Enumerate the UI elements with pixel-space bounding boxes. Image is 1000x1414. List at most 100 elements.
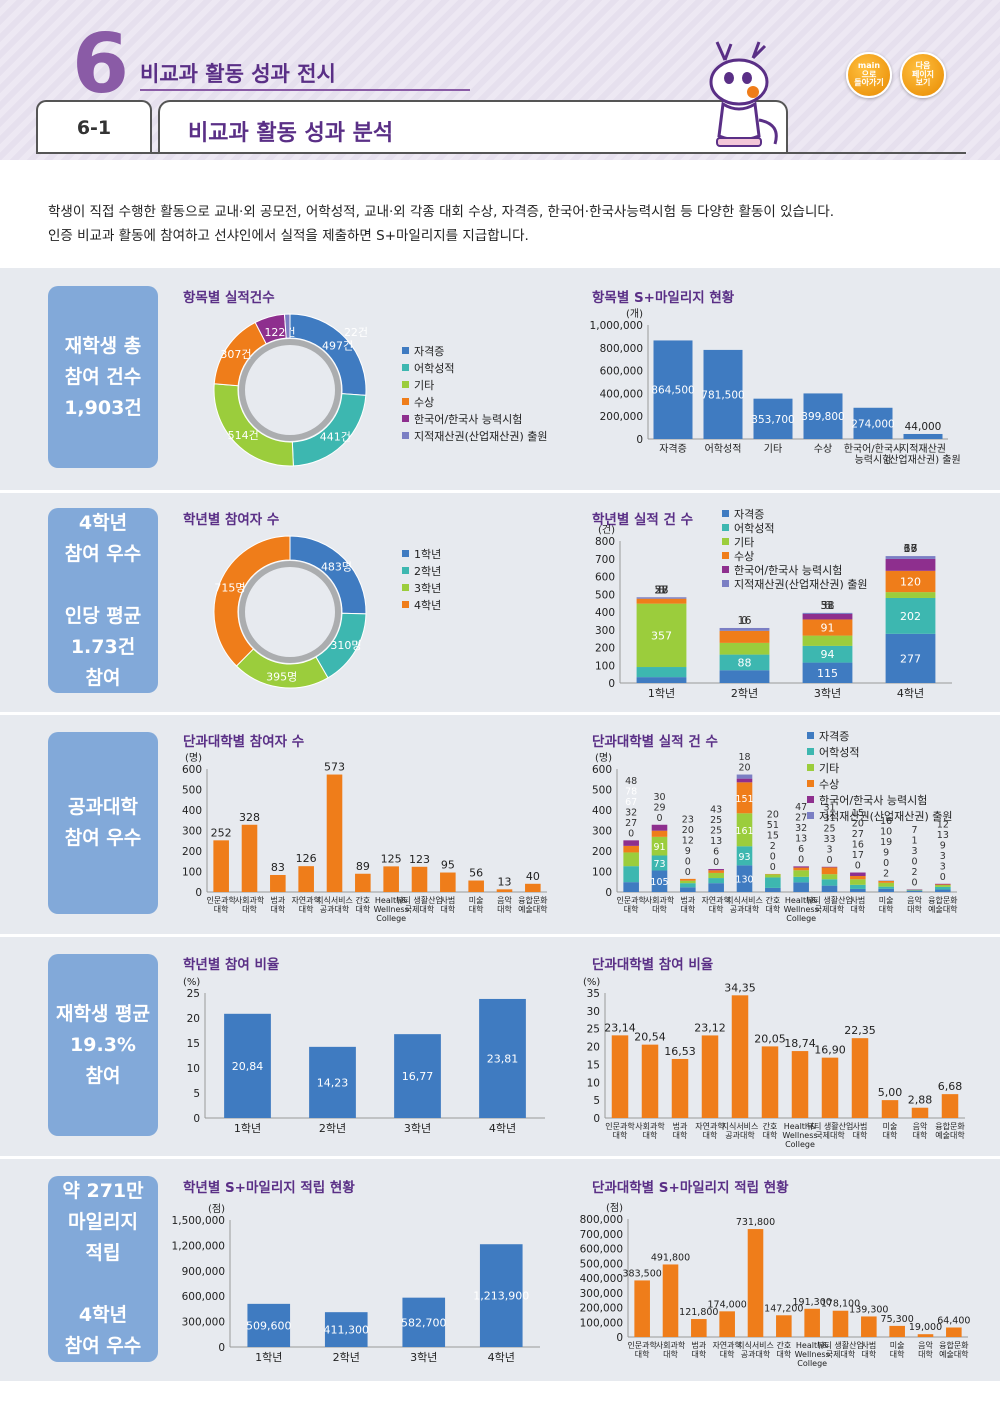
bar-value-label: 277 bbox=[900, 652, 921, 665]
summary-label-4: 재학생 평균 19.3% 참여 bbox=[48, 954, 158, 1136]
legend-swatch bbox=[722, 538, 729, 545]
x-tick-label: 사범 대학 bbox=[861, 1340, 876, 1359]
x-tick-label: 사회과학 대학 bbox=[635, 1121, 665, 1140]
bar-segment bbox=[736, 778, 753, 783]
x-tick-label: 3학년 bbox=[410, 1351, 437, 1364]
bar-value-label: 8 bbox=[658, 583, 665, 596]
band-row-3 bbox=[0, 715, 1000, 934]
bar-value-label: 19 bbox=[880, 837, 892, 848]
slice-label: 122건 bbox=[264, 326, 295, 339]
x-tick-label: 뷰티 생활산업 국제대학 bbox=[806, 895, 853, 914]
bar-value-label: 731,800 bbox=[736, 1217, 775, 1228]
bar-value-label: 16 bbox=[904, 542, 918, 555]
bar-segment bbox=[708, 869, 724, 871]
bar-value-label: 68 bbox=[738, 614, 752, 627]
unit-label: (점) bbox=[208, 1203, 225, 1215]
main-page-button[interactable]: main 으로 돌아가기 bbox=[846, 52, 892, 98]
x-tick-label: 법과 대학 bbox=[270, 895, 285, 914]
y-tick-label: 100 bbox=[592, 867, 612, 879]
bar-value-label: 10 bbox=[880, 827, 892, 838]
bar-value-label: 31 bbox=[823, 802, 835, 813]
x-tick-label: 인문과학 대학 bbox=[206, 895, 236, 914]
bar-value-label: 91 bbox=[653, 842, 665, 853]
legend-swatch bbox=[722, 552, 729, 559]
dragon-mascot-icon bbox=[709, 41, 778, 147]
bar-segment bbox=[636, 603, 687, 668]
donut-inner-ring bbox=[239, 561, 341, 663]
x-tick-label: 2학년 bbox=[333, 1351, 360, 1364]
x-tick-label: 음악 대학 bbox=[918, 1340, 933, 1359]
bar-segment bbox=[651, 855, 668, 871]
legend-swatch bbox=[402, 364, 409, 371]
bar-value-label: 27 bbox=[625, 818, 637, 829]
legend-swatch bbox=[807, 812, 814, 819]
bar-value-label: 328 bbox=[239, 811, 260, 824]
bar-value-label: 22,35 bbox=[844, 1024, 876, 1037]
unit-label: (점) bbox=[606, 1202, 623, 1214]
bar-value-label: 16,77 bbox=[402, 1070, 434, 1083]
intro-line-2: 인증 비교과 활동에 참여하고 선샤인에서 실적을 제출하면 S+마일리지를 지… bbox=[48, 228, 529, 244]
bar bbox=[776, 1315, 792, 1337]
y-tick-label: 400 bbox=[595, 607, 615, 619]
bar bbox=[468, 880, 484, 892]
bar bbox=[861, 1316, 877, 1337]
legend-label: 수상 bbox=[734, 550, 754, 563]
bar-value-label: 191,300 bbox=[793, 1297, 832, 1308]
bar bbox=[479, 1244, 523, 1347]
unit-label: (%) bbox=[183, 977, 200, 988]
bar-value-label: 582,700 bbox=[401, 1316, 447, 1329]
intro-text: 학생이 직접 수행한 활동으로 교내·외 공모전, 어학성적, 교내·외 각종 … bbox=[48, 200, 834, 248]
y-tick-label: 800,000 bbox=[580, 1214, 623, 1226]
legend-label: 2학년 bbox=[414, 565, 441, 578]
x-tick-label: 지식서비스 공과대학 bbox=[737, 1341, 774, 1359]
x-tick-label: 지식서비스 공과대학 bbox=[726, 896, 763, 914]
summary-label-5: 약 271만 마일리지 적립 4학년 참여 우수 bbox=[48, 1176, 158, 1362]
main-page-button-label: main 으로 돌아가기 bbox=[854, 61, 884, 88]
bar-value-label: 66 bbox=[738, 614, 752, 627]
bar-value-label: 15 bbox=[852, 808, 864, 819]
bar bbox=[753, 398, 793, 439]
bar-value-label: 121,800 bbox=[679, 1307, 718, 1318]
y-tick-label: 100,000 bbox=[580, 1317, 623, 1329]
bar-value-label: 20 bbox=[767, 809, 779, 820]
header-baseline bbox=[36, 152, 966, 154]
bar-value-label: 72 bbox=[738, 614, 752, 627]
x-tick-label: 지적재산권 (산업재산권) 출원 bbox=[885, 443, 960, 466]
y-tick-label: 0 bbox=[218, 1342, 225, 1354]
bar-value-label: 0 bbox=[628, 828, 634, 839]
bar-segment bbox=[821, 866, 838, 868]
bar-value-label: 202 bbox=[900, 610, 921, 623]
legend-label: 한국어/한국사 능력시험 bbox=[414, 413, 522, 426]
bar-value-label: 411,300 bbox=[324, 1324, 370, 1337]
bar bbox=[747, 1229, 764, 1337]
legend-label: 어학성적 bbox=[414, 362, 454, 375]
bar-value-label: 32 bbox=[625, 807, 637, 818]
bar-value-label: 20,84 bbox=[232, 1060, 264, 1073]
x-tick-label: 뷰티 생활산업 국제대학 bbox=[817, 1340, 864, 1359]
bar-value-label: 27 bbox=[852, 829, 864, 840]
next-page-button[interactable]: 다음 페이지 보기 bbox=[900, 52, 946, 98]
legend-label: 3학년 bbox=[414, 582, 441, 595]
y-tick-label: 15 bbox=[587, 1059, 600, 1071]
bar-value-label: 13 bbox=[937, 830, 949, 841]
x-tick-label: Health& Wellness College bbox=[782, 1122, 817, 1149]
bar-segment bbox=[793, 876, 809, 883]
bar-value-label: 491,800 bbox=[651, 1252, 690, 1263]
y-tick-label: 300,000 bbox=[182, 1317, 225, 1329]
bar-value-label: 25 bbox=[710, 815, 722, 826]
x-tick-label: 간호 대학 bbox=[776, 1340, 791, 1359]
bar-segment bbox=[821, 874, 838, 880]
bar bbox=[326, 774, 343, 892]
bar-segment bbox=[885, 558, 936, 571]
legend-label: 수상 bbox=[414, 396, 434, 409]
bar-value-label: 29 bbox=[653, 802, 665, 813]
bar-value-label: 18,74 bbox=[784, 1037, 816, 1050]
bar-segment bbox=[878, 882, 894, 887]
bar-value-label: 67 bbox=[625, 797, 637, 808]
bar-value-label: 5,00 bbox=[878, 1086, 903, 1099]
y-tick-label: 200 bbox=[592, 846, 612, 858]
bar-value-label: 33 bbox=[655, 583, 669, 596]
bar-segment bbox=[765, 877, 781, 888]
bar-segment bbox=[708, 872, 724, 879]
y-tick-label: 400 bbox=[182, 805, 202, 817]
